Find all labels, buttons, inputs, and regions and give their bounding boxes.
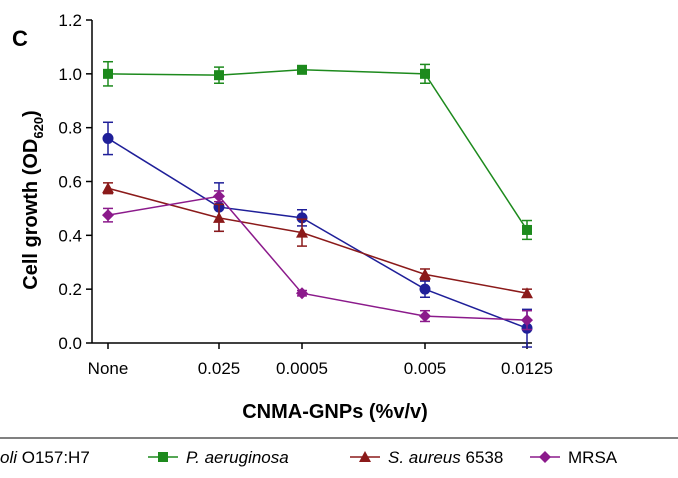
legend-marker [359,451,371,462]
x-tick-label: None [88,359,129,378]
y-axis-title: Cell growth (OD620) [20,110,46,289]
y-tick-label: 1.0 [58,65,82,84]
data-point [296,287,308,300]
data-point [102,209,114,222]
legend-label-italic: oli [0,448,18,467]
y-tick-label: 0.6 [58,173,82,192]
data-point [213,190,225,203]
series-2 [102,182,533,299]
x-tick-label: 0.0005 [276,359,328,378]
legend-label-italic: S. aureus [388,448,461,467]
legend-item-1: P. aeruginosa [148,448,289,467]
x-axis-title: CNMA-GNPs (%v/v) [242,401,428,423]
legend-item-3: MRSA [530,448,618,467]
data-point [103,68,113,79]
y-axis-title-subscript: 620 [31,117,46,139]
data-point [521,287,533,299]
series-0 [102,121,533,348]
series-3 [102,190,533,331]
legend-marker [539,451,551,463]
series-line [107,137,528,329]
y-axis-title-main: Cell growth (OD [20,139,42,290]
data-point [420,68,430,79]
data-point [419,310,431,323]
series-line [107,195,528,321]
data-point [296,226,308,238]
panel-label: C [12,26,28,51]
data-point [419,283,431,295]
data-point [522,224,532,235]
legend-label-italic: P. aeruginosa [186,448,289,467]
y-tick-label: 0.0 [58,334,82,353]
data-point [102,182,114,194]
y-tick-label: 0.4 [58,226,82,245]
y-axis-title-close: ) [20,110,42,117]
data-point [102,132,114,144]
legend-label: oli O157:H7 [0,448,90,467]
x-tick-label: 0.0125 [501,359,553,378]
data-point [297,64,307,75]
data-point [419,268,431,280]
x-tick-label: 0.025 [198,359,241,378]
axes: 0.0 0.2 0.4 0.6 0.8 1.0 1.2 None 0.025 0.0005 0.00… [58,11,553,378]
legend: oli O157:H7 P. aeruginosa S. aureus 6538 MR… [0,448,618,467]
x-tick-label: 0.005 [404,359,447,378]
data-point [296,212,308,224]
legend-label: S. aureus 6538 [388,448,503,467]
data-point [214,70,224,81]
y-tick-label: 0.8 [58,119,82,138]
series-line [107,69,528,231]
series-1 [103,60,532,241]
legend-label: MRSA [568,448,618,467]
legend-label-text: O157:H7 [17,448,90,467]
data-point [213,211,225,223]
data-point [521,314,533,327]
legend-label-text: MRSA [568,448,618,467]
legend-label: P. aeruginosa [186,448,289,467]
y-tick-label: 1.2 [58,11,82,30]
legend-marker [158,452,168,462]
series-layer [102,60,533,348]
legend-label-text: 6538 [461,448,504,467]
legend-item-0: oli O157:H7 [0,448,90,467]
legend-item-2: S. aureus 6538 [350,448,503,467]
y-tick-label: 0.2 [58,280,82,299]
